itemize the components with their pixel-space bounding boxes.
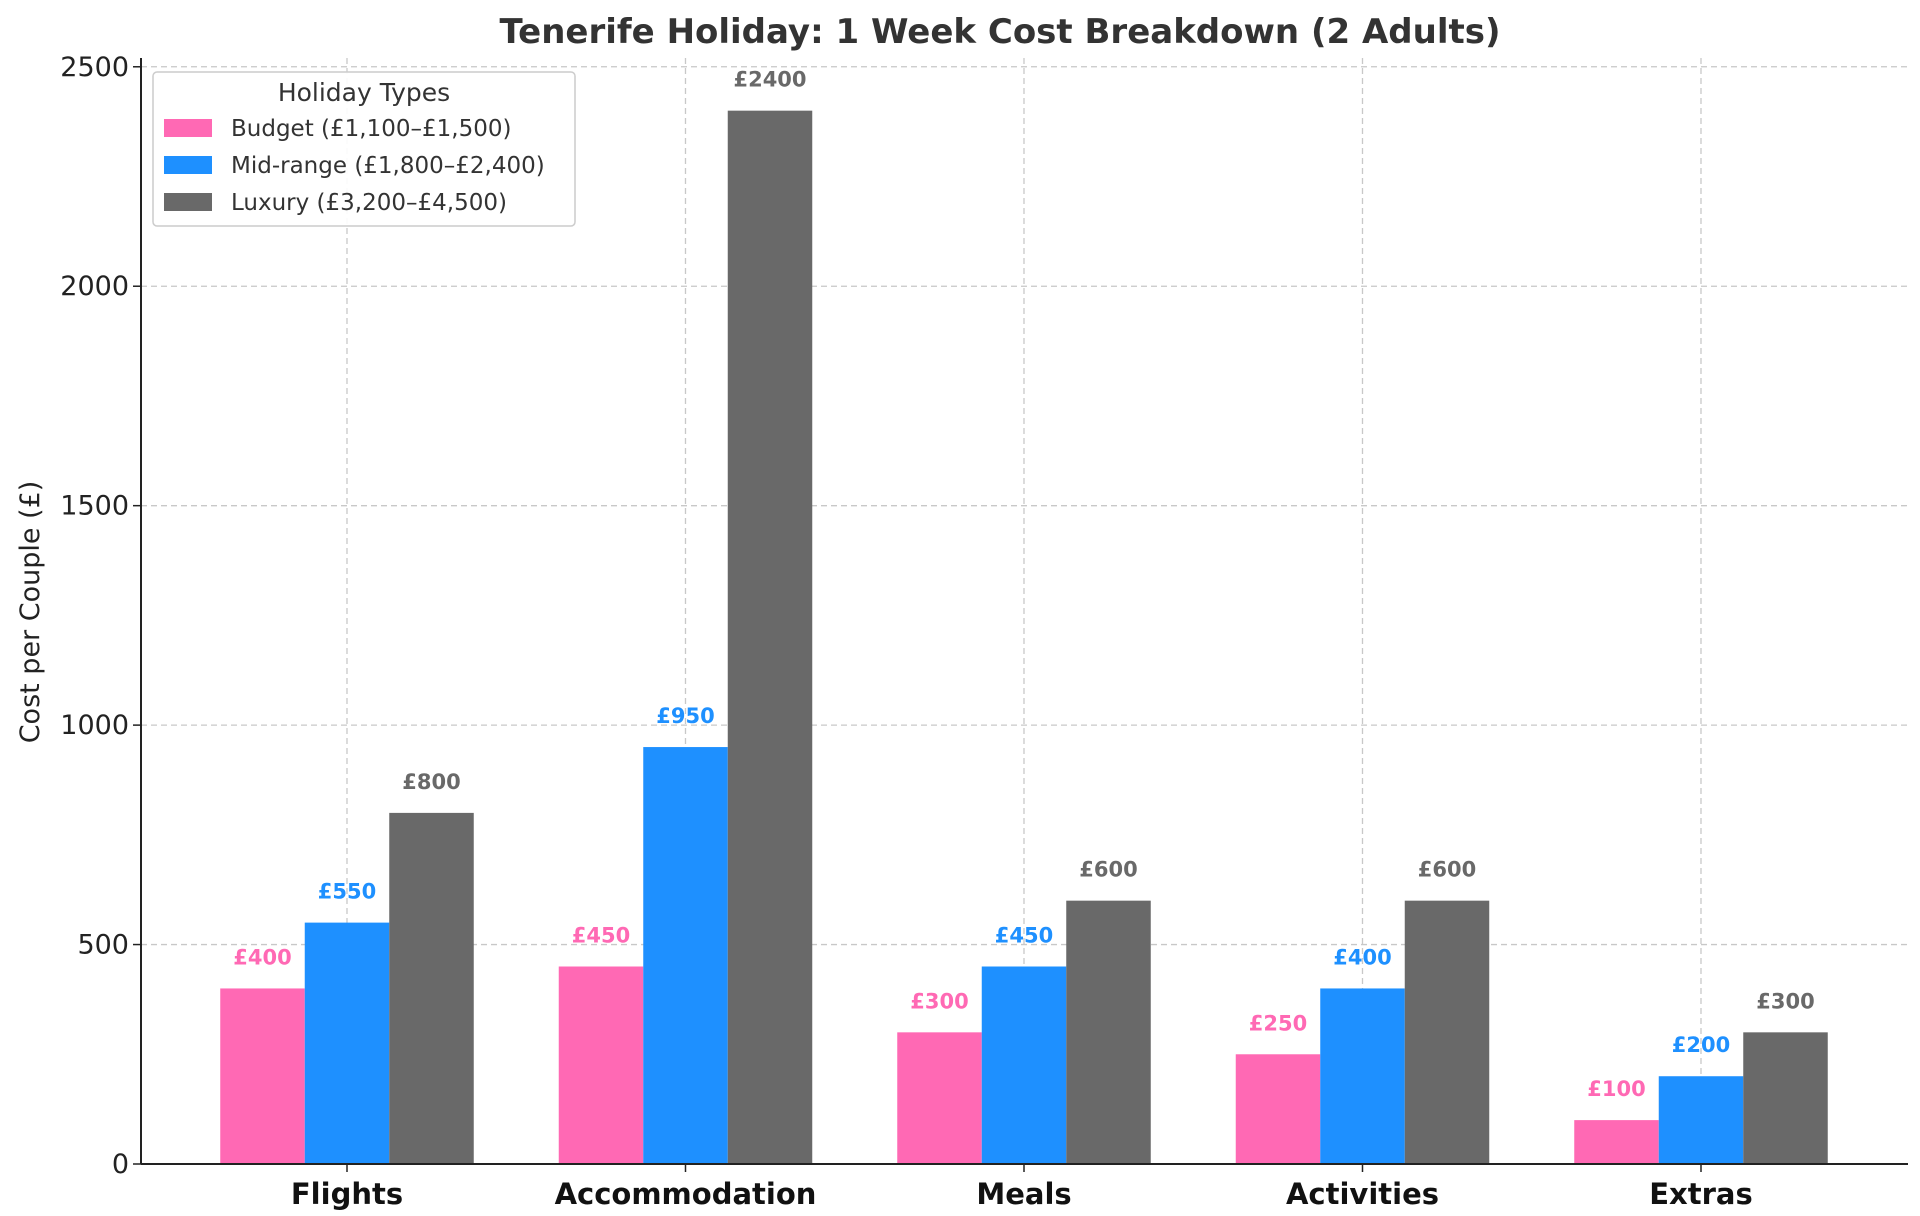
bar <box>727 110 813 1165</box>
y-tick-label: 1000 <box>60 710 129 741</box>
data-label: £400 <box>1333 945 1391 969</box>
data-label: £250 <box>1249 1011 1307 1035</box>
y-tick-label: 2500 <box>60 52 129 83</box>
bar <box>1743 1032 1828 1164</box>
data-labels: £400 £450 £300 £250 £100 £550 £950 £450 £400 £200… <box>233 68 1814 1101</box>
data-label: £600 <box>1079 858 1137 882</box>
chart-title: Tenerife Holiday: 1 Week Cost Breakdown … <box>499 12 1500 52</box>
x-tick-label: Flights <box>291 1177 403 1211</box>
x-tick-label: Meals <box>976 1177 1071 1211</box>
legend-swatch-mid-range <box>164 156 212 174</box>
data-label: £800 <box>402 770 460 794</box>
bar <box>304 922 390 1164</box>
bar <box>1235 1054 1321 1164</box>
legend-swatch-luxury <box>164 193 212 211</box>
bar <box>1404 900 1490 1164</box>
data-label: £400 <box>233 945 291 969</box>
y-tick-label: 1500 <box>60 491 129 522</box>
bar <box>897 1032 982 1164</box>
data-label: £300 <box>1756 989 1814 1013</box>
x-tick-label: Accommodation <box>555 1177 817 1211</box>
y-tick-label: 500 <box>77 930 129 961</box>
axes: 0 500 1000 1500 2000 2500 Flights Accommodation… <box>60 52 1908 1211</box>
grid-lines <box>141 58 1908 1165</box>
x-tick-label: Extras <box>1649 1177 1753 1211</box>
bar <box>981 966 1067 1164</box>
data-label: £100 <box>1587 1077 1645 1101</box>
bar <box>1066 900 1151 1164</box>
data-label: £200 <box>1672 1033 1730 1057</box>
bars <box>220 110 1828 1165</box>
legend-label-mid-range: Mid-range (£1,800–£2,400) <box>231 153 545 179</box>
data-label: £2400 <box>733 68 806 92</box>
x-tick-label: Activities <box>1286 1177 1439 1211</box>
data-label: £600 <box>1418 858 1476 882</box>
data-label: £450 <box>995 924 1053 948</box>
data-label: £450 <box>572 924 630 948</box>
legend-frame <box>152 71 576 227</box>
bar <box>1658 1076 1744 1164</box>
y-tick-label: 2000 <box>60 271 129 302</box>
y-tick-label: 0 <box>112 1149 129 1180</box>
bar <box>558 966 644 1164</box>
legend-label-luxury: Luxury (£3,200–£4,500) <box>231 190 507 216</box>
legend: Holiday Types Budget (£1,100–£1,500) Mid… <box>152 71 576 227</box>
data-label: £300 <box>910 989 968 1013</box>
y-axis-label: Cost per Couple (£) <box>15 481 46 744</box>
bar <box>1574 1120 1659 1164</box>
bar <box>389 812 474 1164</box>
data-label: £950 <box>656 704 714 728</box>
bar <box>220 988 305 1164</box>
bar <box>1320 988 1405 1164</box>
bar <box>643 747 728 1164</box>
legend-title: Holiday Types <box>278 78 450 107</box>
legend-label-budget: Budget (£1,100–£1,500) <box>231 116 511 142</box>
legend-swatch-budget <box>164 119 212 137</box>
data-label: £550 <box>318 880 376 904</box>
